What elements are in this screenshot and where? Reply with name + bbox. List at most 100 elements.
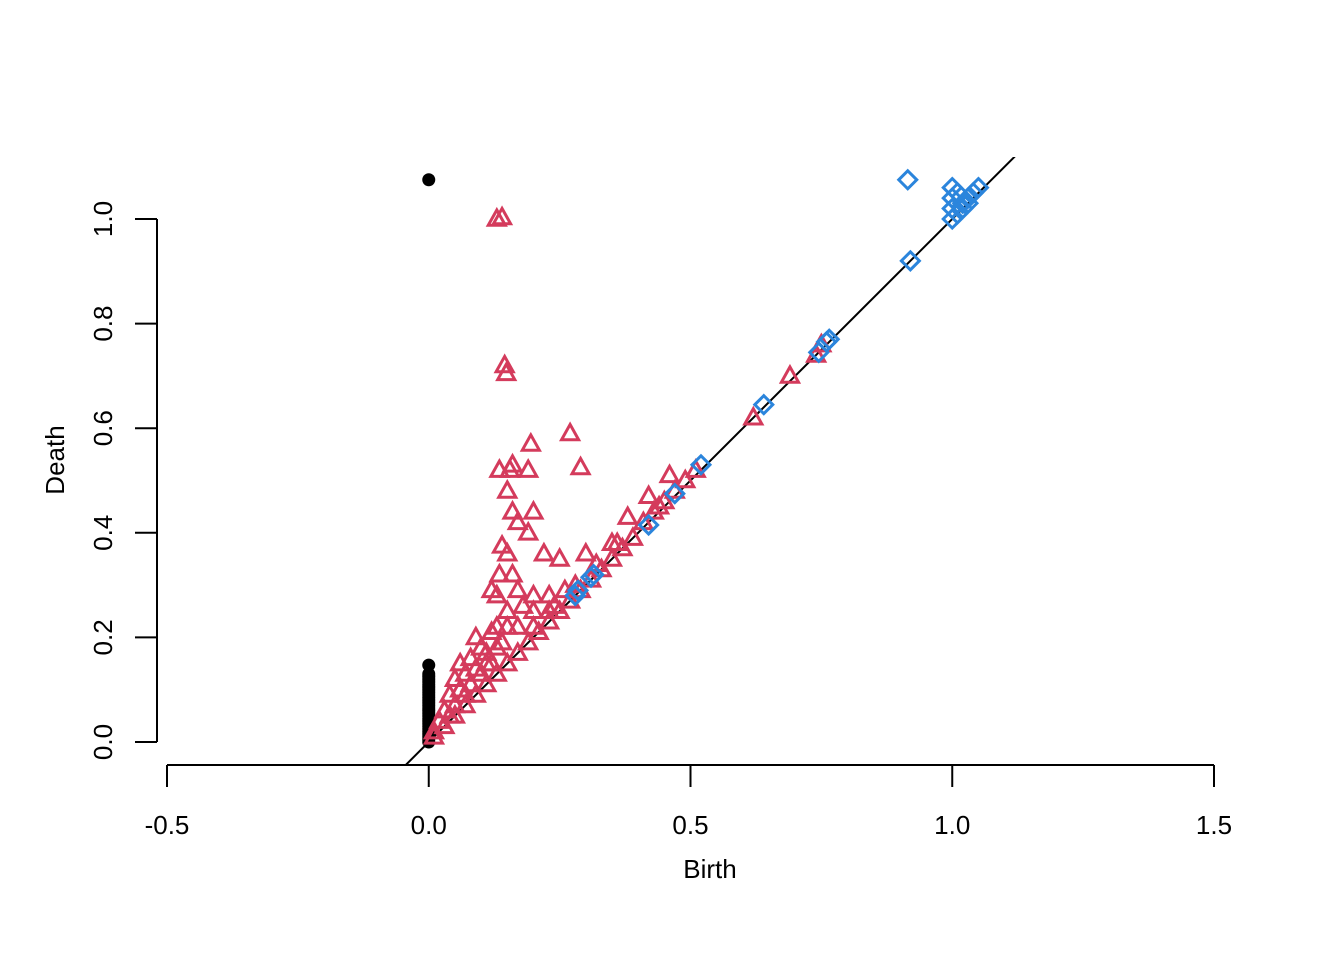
- data-point: [495, 361, 518, 382]
- data-point: [522, 614, 545, 635]
- data-point: [946, 181, 969, 204]
- data-point: [488, 562, 511, 583]
- data-point: [663, 482, 686, 505]
- x-axis-title: Birth: [683, 854, 736, 884]
- data-point: [566, 579, 590, 602]
- y-tick-label: 0.2: [88, 619, 118, 655]
- data-point: [454, 682, 477, 703]
- data-point: [485, 583, 508, 604]
- data-point: [422, 173, 436, 187]
- data-point: [527, 620, 550, 640]
- data-point: [433, 714, 456, 735]
- data-point: [543, 593, 566, 614]
- x-tick-label: 1.5: [1196, 810, 1232, 840]
- data-point: [962, 181, 985, 204]
- data-point: [506, 510, 529, 531]
- data-point: [501, 562, 524, 583]
- data-point: [485, 614, 508, 635]
- data-point: [459, 646, 482, 667]
- data-point: [778, 363, 802, 384]
- data-point: [422, 724, 446, 745]
- data-point: [956, 192, 980, 215]
- data-point: [464, 682, 487, 703]
- data-point: [642, 499, 665, 520]
- dimension-2-points: [564, 168, 990, 607]
- x-tick-label: 1.0: [934, 810, 970, 840]
- x-tick-label: 0.5: [672, 810, 708, 840]
- data-point: [538, 599, 561, 620]
- data-point: [490, 630, 514, 651]
- data-point: [517, 457, 540, 478]
- data-point: [480, 651, 503, 672]
- data-point: [569, 455, 592, 476]
- data-point: [506, 614, 529, 635]
- data-point: [674, 468, 697, 489]
- data-point: [532, 541, 556, 562]
- data-point: [538, 609, 561, 630]
- y-axis: 0.0 0.2 0.4 0.6 0.8 1.0: [88, 201, 158, 760]
- data-point: [498, 457, 521, 478]
- data-point: [574, 541, 597, 562]
- data-point: [485, 661, 508, 682]
- data-point: [647, 494, 671, 515]
- data-point: [496, 478, 519, 499]
- data-point: [485, 635, 508, 656]
- data-point: [818, 328, 841, 351]
- data-point: [941, 207, 964, 231]
- plot-area: [404, 157, 1016, 765]
- data-point: [496, 614, 519, 635]
- data-point: [600, 546, 624, 567]
- data-point: [493, 353, 516, 374]
- data-point: [506, 641, 529, 661]
- data-point: [689, 453, 713, 476]
- data-point: [946, 202, 969, 225]
- y-tick-label: 0.8: [88, 306, 118, 342]
- data-point: [548, 599, 571, 620]
- y-tick-label: 1.0: [88, 201, 118, 237]
- data-point: [637, 484, 660, 504]
- data-point: [606, 531, 629, 552]
- x-tick-label: -0.5: [145, 810, 190, 840]
- data-point: [443, 703, 467, 724]
- data-point: [752, 393, 775, 416]
- data-point: [506, 578, 529, 599]
- data-point: [443, 693, 467, 714]
- data-point: [896, 168, 919, 191]
- dimension-1-points: [422, 205, 833, 745]
- data-point: [941, 186, 964, 210]
- data-point: [951, 192, 974, 215]
- data-point: [621, 525, 645, 546]
- data-point: [469, 661, 493, 682]
- data-point: [956, 186, 980, 210]
- data-point: [490, 205, 514, 226]
- data-point: [684, 457, 707, 478]
- data-point: [464, 625, 487, 646]
- y-tick-label: 0.6: [88, 410, 118, 446]
- y-axis-title: Death: [40, 425, 70, 494]
- data-point: [517, 630, 540, 651]
- data-point: [517, 520, 540, 541]
- data-point: [496, 651, 519, 672]
- data-point: [967, 176, 990, 199]
- data-point: [899, 249, 922, 272]
- data-point: [951, 197, 974, 220]
- data-point: [519, 431, 542, 452]
- data-point: [459, 672, 482, 693]
- dimension-0-points: [422, 173, 436, 749]
- x-axis: -0.5 0.0 0.5 1.0 1.5: [145, 764, 1232, 840]
- data-point: [637, 513, 660, 537]
- data-point: [475, 672, 498, 693]
- data-point: [558, 421, 582, 442]
- y-tick-label: 0.0: [88, 724, 118, 760]
- data-point: [548, 546, 571, 567]
- data-point: [611, 536, 634, 557]
- data-point: [616, 505, 639, 525]
- x-tick-label: 0.0: [411, 810, 447, 840]
- data-point: [522, 499, 545, 520]
- data-point: [485, 206, 508, 227]
- data-point: [511, 593, 535, 614]
- data-point: [742, 405, 765, 426]
- data-point: [480, 620, 503, 640]
- data-point: [496, 541, 519, 562]
